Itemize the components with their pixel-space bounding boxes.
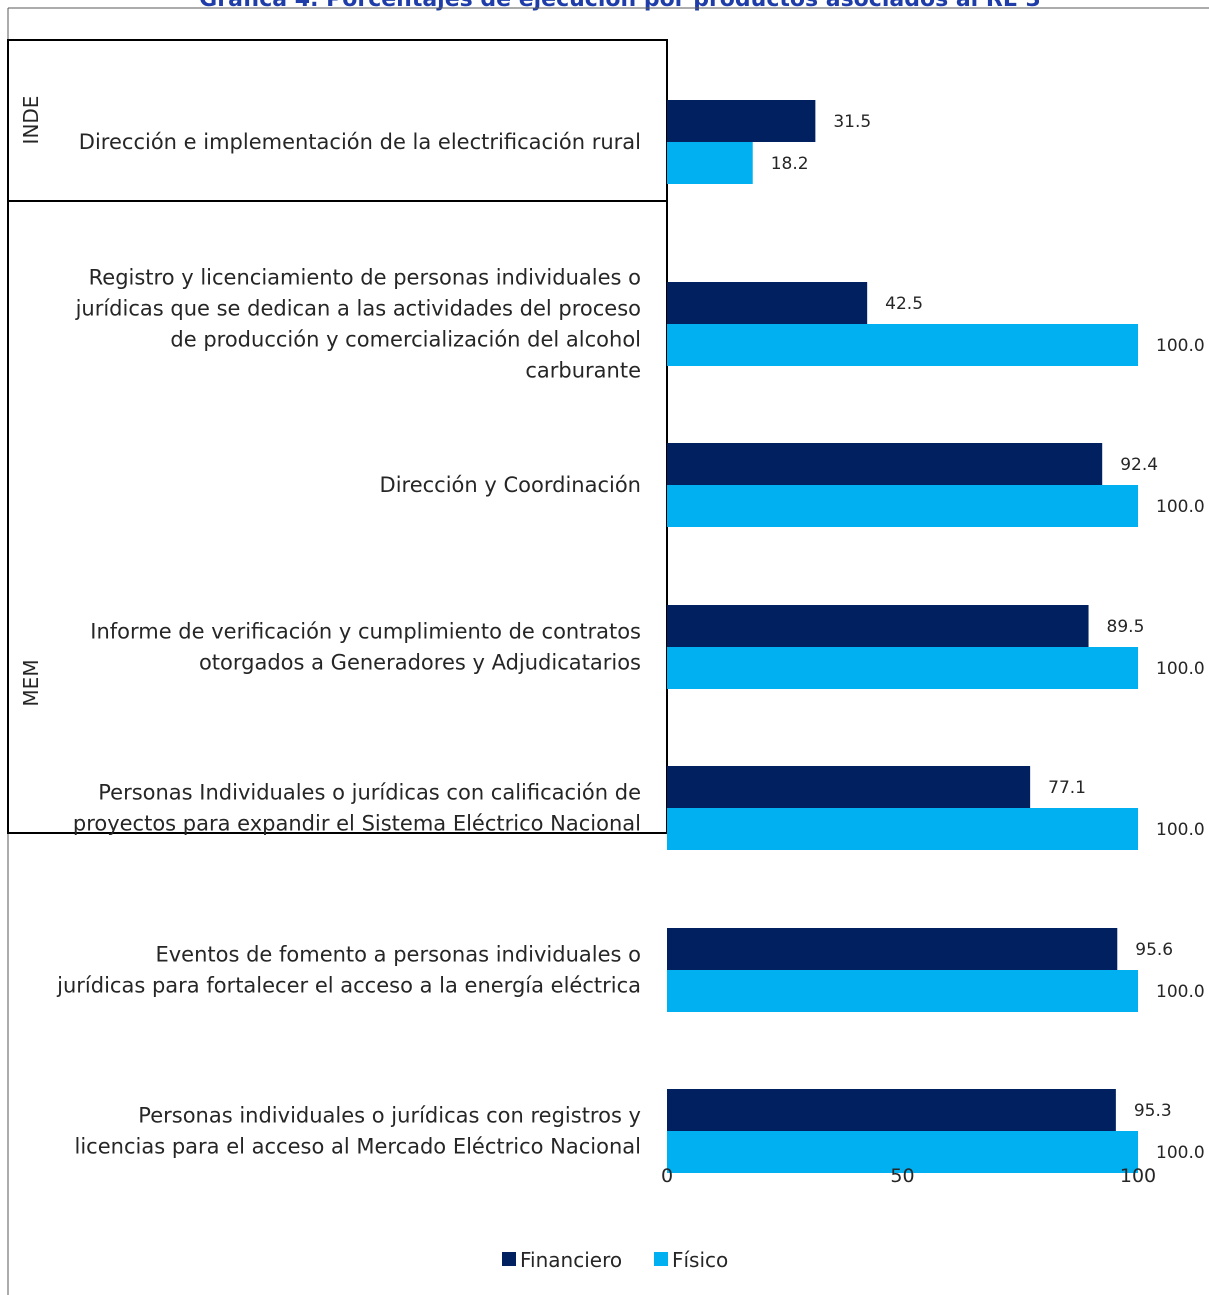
bar-fisico-2: [667, 324, 1138, 366]
value-label-financiero-7: 95.3: [1134, 1101, 1172, 1121]
legend-label-fisico: Físico: [672, 1248, 728, 1272]
bars: [667, 100, 1138, 1173]
category-label-2-line-3: de producción y comercialización del alc…: [170, 328, 641, 352]
category-label-5-line-2: proyectos para expandir el Sistema Eléct…: [73, 812, 641, 836]
x-tick-100: 100: [1120, 1165, 1156, 1187]
category-label-4-line-1: Informe de verificación y cumplimiento d…: [90, 620, 641, 644]
value-label-fisico-1: 18.2: [771, 154, 809, 174]
value-label-financiero-6: 95.6: [1135, 940, 1173, 960]
value-label-fisico-7: 100.0: [1156, 1143, 1205, 1163]
bar-fisico-3: [667, 485, 1138, 527]
value-label-financiero-1: 31.5: [833, 112, 871, 132]
bar-financiero-5: [667, 766, 1031, 808]
group-label-inde: INDE: [19, 96, 43, 145]
legend: Financiero Físico: [502, 1248, 728, 1272]
category-label-2-line-1: Registro y licenciamiento de personas in…: [89, 266, 641, 290]
value-label-financiero-2: 42.5: [885, 294, 923, 314]
legend-label-financiero: Financiero: [520, 1248, 622, 1272]
bar-financiero-6: [667, 928, 1118, 970]
value-label-fisico-6: 100.0: [1156, 982, 1205, 1002]
bar-financiero-4: [667, 605, 1089, 647]
bar-fisico-1: [667, 142, 753, 184]
group-label-mem: MEM: [19, 659, 43, 706]
x-tick-50: 50: [890, 1165, 914, 1187]
category-table-border: [7, 39, 668, 834]
bar-financiero-7: [667, 1089, 1116, 1131]
bar-fisico-7: [667, 1131, 1138, 1173]
value-label-financiero-5: 77.1: [1048, 778, 1086, 798]
bar-financiero-2: [667, 282, 868, 324]
category-label-7-line-2: licencias para el acceso al Mercado Eléc…: [75, 1135, 641, 1159]
group-labels: INDE MEM: [19, 96, 43, 707]
category-label-2-line-4: carburante: [525, 359, 641, 383]
bar-fisico-5: [667, 808, 1138, 850]
category-label-7-line-1: Personas individuales o jurídicas con re…: [138, 1104, 641, 1128]
x-axis-ticks: 0 50 100: [661, 1165, 1156, 1187]
value-label-fisico-2: 100.0: [1156, 336, 1205, 356]
x-tick-0: 0: [661, 1165, 673, 1187]
value-label-financiero-4: 89.5: [1107, 617, 1145, 637]
category-label-1-line-1: Dirección e implementación de la electri…: [79, 130, 641, 154]
category-label-2-line-2: jurídicas que se dedican a las actividad…: [75, 297, 641, 321]
chart-frame: [7, 7, 1209, 1295]
category-labels: Dirección e implementación de la electri…: [56, 130, 641, 1159]
category-label-6-line-1: Eventos de fomento a personas individual…: [155, 943, 641, 967]
bar-financiero-3: [667, 443, 1103, 485]
value-label-fisico-3: 100.0: [1156, 497, 1205, 517]
category-label-3-line-1: Dirección y Coordinación: [380, 473, 641, 497]
value-label-fisico-5: 100.0: [1156, 820, 1205, 840]
category-label-5-line-1: Personas Individuales o jurídicas con ca…: [98, 781, 641, 805]
value-label-financiero-3: 92.4: [1120, 455, 1158, 475]
category-label-6-line-2: jurídicas para fortalecer el acceso a la…: [56, 974, 641, 998]
chart-title: Gráfica 4. Porcentajes de ejecución por …: [199, 0, 1041, 12]
bar-fisico-4: [667, 647, 1138, 689]
legend-swatch-fisico: [654, 1252, 668, 1266]
bar-fisico-6: [667, 970, 1138, 1012]
category-label-4-line-2: otorgados a Generadores y Adjudicatarios: [199, 651, 641, 675]
value-labels: 31.5 42.5 92.4 89.5 77.1 95.6 95.3 18.2 100.0 100…: [771, 112, 1205, 1163]
value-label-fisico-4: 100.0: [1156, 659, 1205, 679]
bar-financiero-1: [667, 100, 816, 142]
legend-swatch-financiero: [502, 1252, 516, 1266]
